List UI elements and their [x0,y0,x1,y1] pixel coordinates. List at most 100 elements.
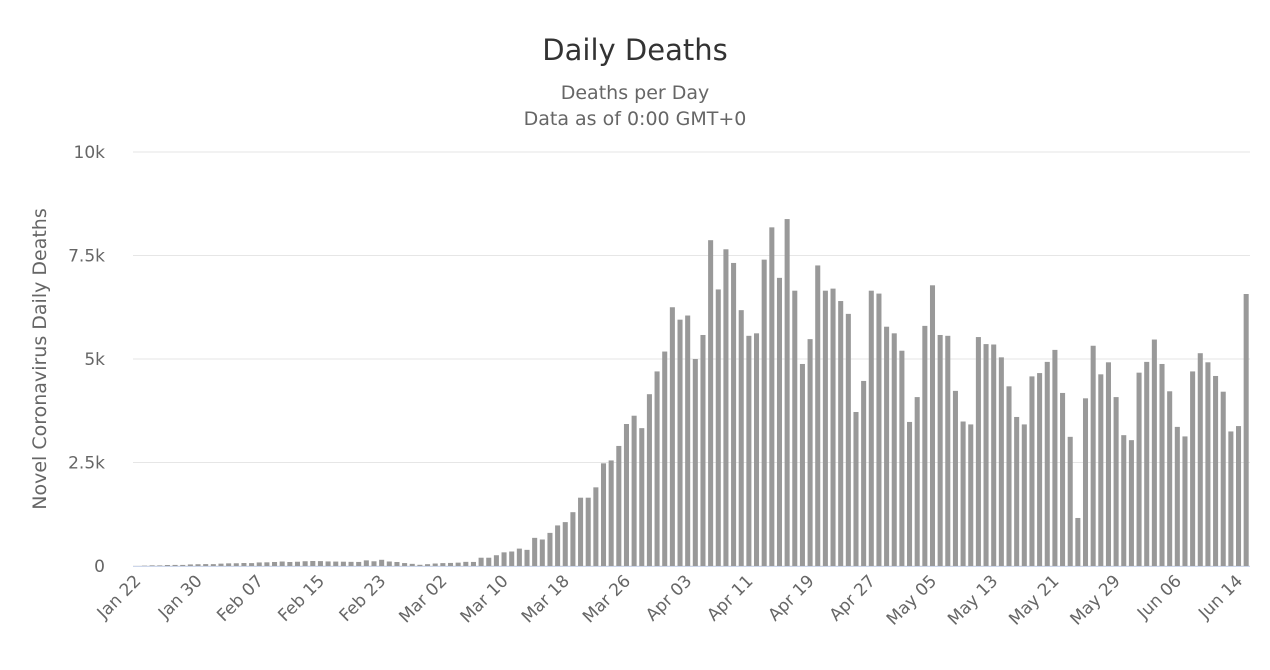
y-tick-label: 7.5k [68,247,105,267]
bar [585,497,591,566]
bar [991,344,997,566]
bar [1014,416,1020,566]
bar [845,313,851,566]
bar [861,380,867,566]
bar [1006,386,1012,566]
bar [623,423,629,566]
bar [608,460,614,566]
x-tick-label: Mar 26 [579,571,635,627]
bar [1182,436,1188,566]
bar [1205,362,1211,566]
bar [1067,436,1073,566]
bar [486,557,492,566]
chart-subtitle: Data as of 0:00 GMT+0 [524,108,747,130]
bar [952,390,958,566]
bar [654,371,660,566]
bar [868,290,874,566]
bar [838,301,844,566]
y-tick-label: 2.5k [68,454,105,474]
bar [562,522,568,566]
bar [333,561,339,566]
bar [1228,431,1234,566]
bar [226,563,232,566]
bar [317,561,323,566]
bar [1197,353,1203,566]
bar [998,357,1004,566]
bar [1052,349,1058,566]
bar [210,564,216,566]
bar [1136,372,1142,566]
bar [968,424,974,566]
bar [700,334,706,566]
bar [501,552,507,566]
bar [302,561,308,566]
bar [1021,424,1027,566]
bar [1144,361,1150,566]
bar [929,285,936,566]
bar [1213,375,1219,566]
bar [1159,363,1165,566]
bar [348,561,354,566]
x-tick-label: May 29 [1067,571,1125,629]
bar [975,337,981,566]
bar [1029,376,1035,566]
bar [754,333,760,566]
bar [639,428,645,566]
bar [1090,345,1096,566]
bar [1243,294,1249,566]
x-tick-label: Feb 15 [274,571,329,626]
bar [784,219,790,566]
bar [516,548,522,566]
x-tick-label: May 21 [1005,571,1063,629]
bar [432,563,438,566]
bar [241,563,247,566]
bar [1174,426,1180,566]
bar [532,537,538,566]
bar [187,564,193,566]
bar [478,557,484,566]
bar [1167,391,1173,566]
bar [294,561,301,566]
bar [815,265,821,566]
bar [692,359,698,566]
x-tick-label: Jun 06 [1133,571,1186,624]
bar [493,555,499,566]
bar [1220,391,1226,566]
x-tick-label: Feb 07 [213,571,268,626]
bar [310,560,316,566]
bar [738,310,744,566]
bar [386,561,392,566]
bar [272,561,278,566]
bar [1190,371,1196,566]
bar [279,561,285,566]
bar [708,240,714,566]
bar [884,326,890,566]
bar [960,421,966,566]
bar [455,562,461,566]
x-tick-label: Mar 18 [518,571,574,627]
bar [470,561,476,566]
bar [157,565,163,566]
bar [172,564,178,566]
y-tick-label: 5k [84,350,105,370]
bar [593,487,599,566]
bar [1128,440,1134,566]
bar [371,561,377,566]
bar [409,563,415,566]
bar [539,539,545,566]
bar [425,564,431,566]
x-tick-label: Jan 22 [93,571,146,624]
chart-subtitle: Deaths per Day [561,82,710,104]
bar [340,561,346,566]
bar [922,325,928,566]
bar [723,249,729,567]
bar [807,339,813,566]
x-tick-label: Feb 23 [336,571,391,626]
bar [616,445,622,566]
bar [578,497,584,566]
bar [402,563,408,566]
x-tick-label: Apr 03 [642,571,696,625]
bar [1044,361,1050,566]
bar [983,344,989,566]
